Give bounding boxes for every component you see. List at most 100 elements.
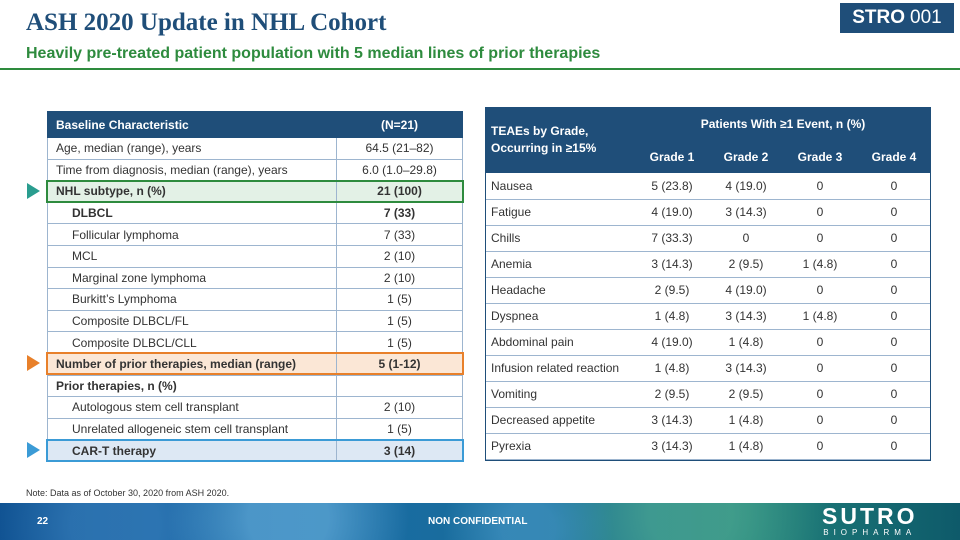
event-name: Dyspnea bbox=[485, 303, 635, 330]
event-name: Nausea bbox=[485, 173, 635, 200]
row-label: DLBCL bbox=[47, 201, 337, 225]
grade-3-value: 0 bbox=[783, 433, 857, 460]
grade-4-value: 0 bbox=[857, 225, 931, 252]
grade-4-value: 0 bbox=[857, 381, 931, 408]
badge-number: 001 bbox=[910, 7, 942, 28]
row-value: 1 (5) bbox=[336, 331, 463, 354]
table-row: Nausea 5 (23.8) 4 (19.0) 0 0 bbox=[485, 173, 931, 200]
teae-header-row-1: TEAEs by Grade, Occurring in ≥15% Patien… bbox=[485, 107, 931, 173]
grade-4-value: 0 bbox=[857, 433, 931, 460]
row-label: Autologous stem cell transplant bbox=[47, 396, 337, 419]
row-label: Composite DLBCL/CLL bbox=[47, 331, 337, 354]
arrow-right-icon bbox=[27, 355, 40, 371]
logo-main-text: SUTRO bbox=[822, 503, 918, 529]
sutro-logo: SUTRO BIOPHARMA bbox=[822, 504, 918, 537]
row-label: Follicular lymphoma bbox=[47, 223, 337, 246]
table-row: Follicular lymphoma 7 (33) bbox=[47, 223, 463, 246]
teae-corner-header: TEAEs by Grade, Occurring in ≥15% bbox=[485, 107, 635, 173]
table-row: Vomiting 2 (9.5) 2 (9.5) 0 0 bbox=[485, 381, 931, 408]
table-row-car-t: CAR-T therapy 3 (14) bbox=[47, 439, 463, 462]
row-value: 1 (5) bbox=[336, 288, 463, 311]
table-row: Composite DLBCL/CLL 1 (5) bbox=[47, 331, 463, 354]
grade-3-value: 1 (4.8) bbox=[783, 303, 857, 330]
arrow-right-icon bbox=[27, 442, 40, 458]
table-row: Burkitt’s Lymphoma 1 (5) bbox=[47, 288, 463, 311]
event-name: Decreased appetite bbox=[485, 407, 635, 434]
row-value: 7 (33) bbox=[336, 201, 463, 225]
row-label: Composite DLBCL/FL bbox=[47, 309, 337, 333]
row-value: 3 (14) bbox=[336, 439, 463, 462]
grade-1-value: 7 (33.3) bbox=[635, 225, 709, 252]
row-value: 7 (33) bbox=[336, 223, 463, 246]
grade-3-value: 1 (4.8) bbox=[783, 251, 857, 278]
grade-2-value: 1 (4.8) bbox=[709, 329, 783, 356]
grade-4-value: 0 bbox=[857, 355, 931, 382]
confidentiality-label: NON CONFIDENTIAL bbox=[428, 516, 528, 527]
baseline-header-row: Baseline Characteristic (N=21) bbox=[47, 111, 463, 138]
slide-title: ASH 2020 Update in NHL Cohort bbox=[26, 9, 387, 36]
grade-4-value: 0 bbox=[857, 277, 931, 304]
table-row: Dyspnea 1 (4.8) 3 (14.3) 1 (4.8) 0 bbox=[485, 303, 931, 330]
row-label: NHL subtype, n (%) bbox=[47, 180, 337, 203]
table-row: Composite DLBCL/FL 1 (5) bbox=[47, 309, 463, 333]
grade-4-value: 0 bbox=[857, 251, 931, 278]
event-name: Fatigue bbox=[485, 199, 635, 226]
row-label: MCL bbox=[47, 244, 337, 268]
table-row: Age, median (range), years 64.5 (21–82) bbox=[47, 137, 463, 160]
table-row: Prior therapies, n (%) bbox=[47, 374, 463, 398]
grade-2-value: 4 (19.0) bbox=[709, 277, 783, 304]
grade-4-value: 0 bbox=[857, 173, 931, 200]
table-row: Marginal zone lymphoma 2 (10) bbox=[47, 266, 463, 290]
grade-2-value: 2 (9.5) bbox=[709, 251, 783, 278]
arrow-right-icon bbox=[27, 183, 40, 199]
grade-1-value: 2 (9.5) bbox=[635, 277, 709, 304]
event-name: Anemia bbox=[485, 251, 635, 278]
table-row: Decreased appetite 3 (14.3) 1 (4.8) 0 0 bbox=[485, 407, 931, 434]
grade-3-value: 0 bbox=[783, 407, 857, 434]
table-row: Fatigue 4 (19.0) 3 (14.3) 0 0 bbox=[485, 199, 931, 226]
event-name: Infusion related reaction bbox=[485, 355, 635, 382]
row-label: Time from diagnosis, median (range), yea… bbox=[47, 158, 337, 182]
teae-col-grade-4: Grade 4 bbox=[857, 140, 931, 173]
row-value: 2 (10) bbox=[336, 396, 463, 419]
grade-1-value: 3 (14.3) bbox=[635, 433, 709, 460]
row-label: Prior therapies, n (%) bbox=[47, 374, 337, 398]
table-row: Chills 7 (33.3) 0 0 0 bbox=[485, 225, 931, 252]
baseline-table: Baseline Characteristic (N=21) Age, medi… bbox=[47, 111, 463, 462]
table-row-prior-therapies: Number of prior therapies, median (range… bbox=[47, 352, 463, 376]
row-label: Marginal zone lymphoma bbox=[47, 266, 337, 290]
table-row: Abdominal pain 4 (19.0) 1 (4.8) 0 0 bbox=[485, 329, 931, 356]
grade-3-value: 0 bbox=[783, 173, 857, 200]
row-value: 1 (5) bbox=[336, 309, 463, 333]
table-row: Anemia 3 (14.3) 2 (9.5) 1 (4.8) 0 bbox=[485, 251, 931, 278]
grade-2-value: 2 (9.5) bbox=[709, 381, 783, 408]
grade-1-value: 3 (14.3) bbox=[635, 407, 709, 434]
grade-2-value: 4 (19.0) bbox=[709, 173, 783, 200]
event-name: Headache bbox=[485, 277, 635, 304]
grade-1-value: 1 (4.8) bbox=[635, 355, 709, 382]
table-row: DLBCL 7 (33) bbox=[47, 201, 463, 225]
grade-1-value: 5 (23.8) bbox=[635, 173, 709, 200]
table-row: MCL 2 (10) bbox=[47, 244, 463, 268]
event-name: Abdominal pain bbox=[485, 329, 635, 356]
grade-1-value: 3 (14.3) bbox=[635, 251, 709, 278]
event-name: Pyrexia bbox=[485, 433, 635, 460]
row-label: Age, median (range), years bbox=[47, 137, 337, 160]
row-value: 1 (5) bbox=[336, 417, 463, 441]
page-number: 22 bbox=[37, 516, 49, 527]
grade-2-value: 3 (14.3) bbox=[709, 355, 783, 382]
grade-4-value: 0 bbox=[857, 199, 931, 226]
logo-sub-text: BIOPHARMA bbox=[823, 528, 917, 537]
row-label: CAR-T therapy bbox=[47, 439, 337, 462]
grade-3-value: 0 bbox=[783, 329, 857, 356]
baseline-col-n: (N=21) bbox=[336, 111, 463, 138]
row-value: 2 (10) bbox=[336, 266, 463, 290]
teae-group-header: Patients With ≥1 Event, n (%) bbox=[635, 107, 931, 140]
event-name: Vomiting bbox=[485, 381, 635, 408]
grade-3-value: 0 bbox=[783, 355, 857, 382]
row-value: 6.0 (1.0–29.8) bbox=[336, 158, 463, 182]
grade-2-value: 3 (14.3) bbox=[709, 303, 783, 330]
row-value bbox=[336, 374, 463, 398]
table-row-nhl-subtype: NHL subtype, n (%) 21 (100) bbox=[47, 180, 463, 203]
grade-2-value: 1 (4.8) bbox=[709, 433, 783, 460]
